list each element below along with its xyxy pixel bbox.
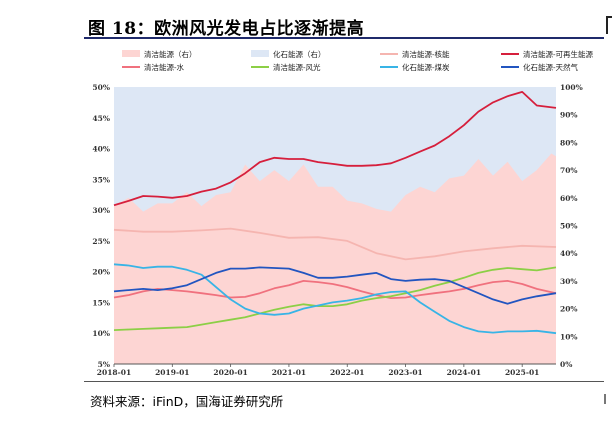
y-left-tick-label: 45% [92, 114, 110, 123]
legend-label: 清洁能源-可再生能源 [523, 49, 594, 59]
y-right-tick-label: 60% [560, 194, 578, 203]
title-underline [84, 37, 604, 39]
coal-line [113, 263, 557, 335]
x-tick-label: 2020-01 [213, 368, 247, 377]
legend-label: 清洁能源-水 [144, 62, 185, 72]
y-right-tick-label: 80% [560, 138, 578, 147]
x-tick-label: 2025-01 [505, 368, 539, 377]
y-right-tick-label: 0% [560, 360, 572, 369]
renewable-line [113, 91, 557, 207]
source-note: 资料来源：iFinD，国海证券研究所 [90, 394, 284, 409]
legend-label: 清洁能源（右） [144, 49, 197, 59]
source-divider [84, 381, 604, 382]
figure-title: 图 18：欧洲风光发电占比逐渐提高 [88, 19, 365, 39]
x-tick-label: 2018-01 [97, 368, 131, 377]
y-right-tick-label: 90% [560, 111, 578, 120]
y-left-tick-label: 15% [92, 298, 110, 307]
chart-svg: 50% 45% 40% 35% 30% 25% 20% 15% 10% 5% 100% 90% 80% 7… [92, 49, 594, 377]
y-left-tick-label: 35% [92, 175, 110, 184]
legend-swatch [251, 50, 269, 57]
x-tick-label: 2023-01 [388, 368, 422, 377]
wind-solar-line [113, 266, 557, 331]
y-left-tick-label: 50% [92, 83, 110, 92]
clean-energy-area [114, 153, 556, 364]
x-tick-label: 2021-01 [272, 368, 306, 377]
figure-header: 图 18：欧洲风光发电占比逐渐提高 [84, 10, 604, 40]
y-right-tick-label: 40% [560, 249, 578, 258]
y-left-tick-label: 30% [92, 206, 110, 215]
y-right-tick-label: 70% [560, 166, 578, 175]
y-right-tick-label: 100% [560, 83, 583, 92]
y-left-tick-label: 25% [92, 237, 110, 246]
x-tick-label: 2024-01 [447, 368, 481, 377]
legend-label: 清洁能源-核能 [402, 49, 450, 59]
y-right-tick-label: 10% [560, 332, 578, 341]
y-left-tick-label: 20% [92, 268, 110, 277]
legend-swatch [122, 50, 140, 57]
next-figure-edge [606, 16, 612, 34]
hydro-line [113, 279, 557, 300]
legend-label: 清洁能源-风光 [273, 62, 321, 72]
y-left-tick-label: 40% [92, 145, 110, 154]
x-tick-label: 2022-01 [330, 368, 364, 377]
nuclear-line [113, 227, 557, 261]
legend-label: 化石能源-煤炭 [402, 62, 450, 72]
chart-container: 50% 45% 40% 35% 30% 25% 20% 15% 10% 5% 100% 90% 80% 7… [84, 42, 604, 378]
y-right-tick-label: 50% [560, 222, 578, 231]
y-left-tick-label: 10% [92, 329, 110, 338]
legend-label: 化石能源（右） [273, 49, 326, 59]
y-left-tick-label: 5% [98, 360, 110, 369]
y-right-tick-label: 30% [560, 277, 578, 286]
legend-label: 化石能源-天然气 [523, 62, 579, 72]
y-right-tick-label: 20% [560, 305, 578, 314]
gas-line [113, 266, 557, 305]
x-tick-label: 2019-01 [155, 368, 189, 377]
next-source-edge [604, 394, 612, 404]
